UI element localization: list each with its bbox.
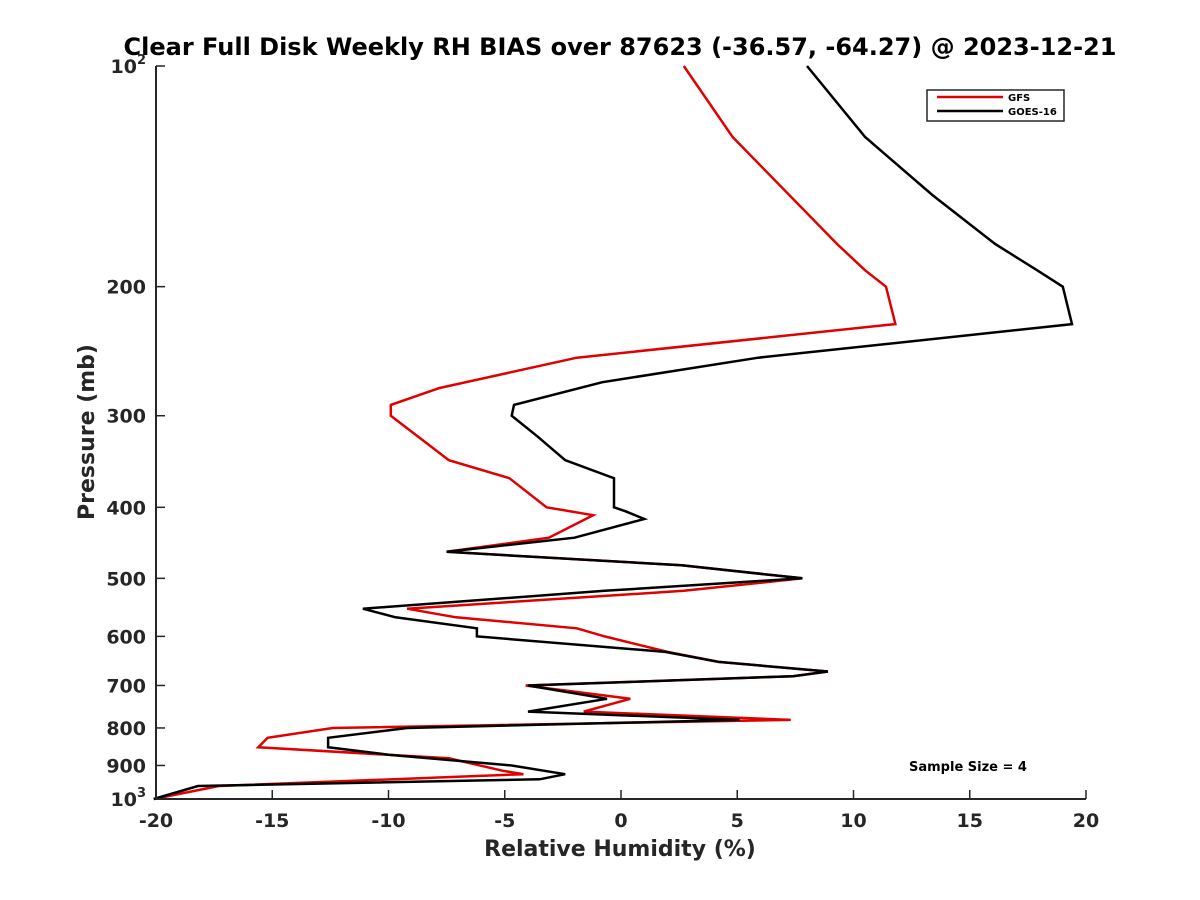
x-tick-label: -15	[255, 810, 289, 832]
x-tick-label: 0	[614, 810, 627, 832]
x-axis-label: Relative Humidity (%)	[484, 837, 756, 862]
y-tick-label: 600	[106, 626, 146, 648]
x-tick-label: -10	[371, 810, 405, 832]
y-tick-label: 700	[106, 675, 146, 697]
y-tick-label: 500	[106, 568, 146, 590]
y-tick-label: 800	[106, 718, 146, 740]
legend-label-gfs: GFS	[1008, 93, 1030, 104]
y-axis-label: Pressure (mb)	[75, 344, 100, 520]
y-tick-label: 400	[106, 497, 146, 519]
legend: GFS GOES-16	[926, 89, 1065, 122]
x-ticks: -20 -15 -10 -5 0 5 10 15 20	[139, 790, 1099, 832]
x-tick-label: 15	[957, 810, 983, 832]
chart-title: Clear Full Disk Weekly RH BIAS over 8762…	[124, 33, 1117, 61]
y-tick-label: 200	[106, 277, 146, 299]
x-tick-label: 5	[731, 810, 744, 832]
x-tick-label: -5	[494, 810, 515, 832]
series-line-goes16	[153, 65, 1074, 801]
legend-box	[926, 89, 1065, 122]
series-layer	[153, 65, 1074, 801]
y-tick-label: 300	[106, 406, 146, 428]
legend-label-goes16: GOES-16	[1008, 107, 1057, 118]
y-tick-label: 900	[106, 755, 146, 777]
sample-size-annotation: Sample Size = 4	[909, 760, 1027, 775]
x-tick-label: 20	[1073, 810, 1099, 832]
x-tick-label: -20	[139, 810, 173, 832]
x-tick-label: 10	[840, 810, 866, 832]
series-line-gfs	[153, 65, 897, 801]
